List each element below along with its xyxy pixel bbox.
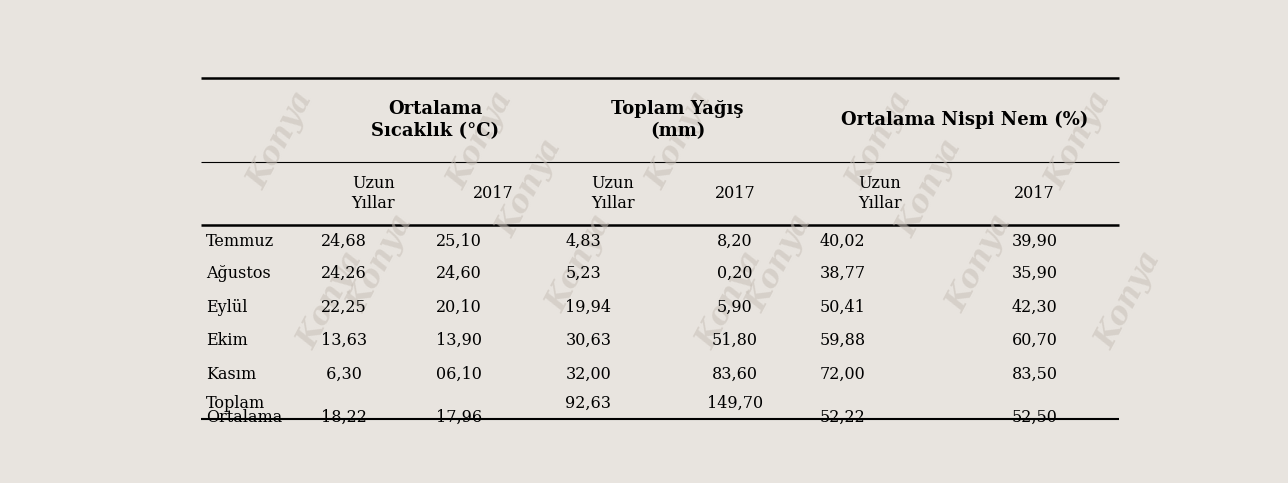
Text: 149,70: 149,70 (707, 395, 762, 412)
Text: 8,20: 8,20 (717, 233, 752, 250)
Text: 24,26: 24,26 (321, 265, 367, 282)
Text: Konya: Konya (692, 246, 769, 354)
Text: Konya: Konya (442, 86, 519, 194)
Text: Konya: Konya (542, 209, 618, 316)
Text: 5,23: 5,23 (565, 265, 601, 282)
Text: Konya: Konya (343, 209, 419, 316)
Text: 92,63: 92,63 (565, 395, 612, 412)
Text: Konya: Konya (1041, 86, 1118, 194)
Text: 38,77: 38,77 (819, 265, 866, 282)
Text: 60,70: 60,70 (1011, 332, 1057, 349)
Text: 51,80: 51,80 (712, 332, 757, 349)
Text: Ortalama
Sıcaklık (°C): Ortalama Sıcaklık (°C) (371, 100, 500, 141)
Text: 24,60: 24,60 (435, 265, 482, 282)
Text: 17,96: 17,96 (435, 409, 482, 426)
Text: Konya: Konya (492, 134, 569, 242)
Text: 2017: 2017 (715, 185, 755, 202)
Text: Ortalama: Ortalama (206, 409, 282, 426)
Text: Ortalama Nispi Nem (%): Ortalama Nispi Nem (%) (841, 111, 1088, 129)
Text: 32,00: 32,00 (565, 366, 611, 383)
Text: 83,60: 83,60 (712, 366, 757, 383)
Text: 30,63: 30,63 (565, 332, 612, 349)
Text: 52,22: 52,22 (819, 409, 866, 426)
Text: Konya: Konya (1091, 246, 1168, 354)
Text: 25,10: 25,10 (435, 233, 482, 250)
Text: Ekim: Ekim (206, 332, 247, 349)
Text: Ağustos: Ağustos (206, 265, 270, 282)
Text: 13,63: 13,63 (321, 332, 367, 349)
Text: Konya: Konya (742, 209, 818, 316)
Text: 59,88: 59,88 (819, 332, 866, 349)
Text: 39,90: 39,90 (1011, 233, 1057, 250)
Text: 6,30: 6,30 (321, 366, 362, 383)
Text: Uzun
Yıllar: Uzun Yıllar (352, 175, 395, 212)
Text: 4,83: 4,83 (565, 233, 601, 250)
Text: 42,30: 42,30 (1011, 298, 1057, 315)
Text: 5,90: 5,90 (717, 298, 753, 315)
Text: Toplam: Toplam (206, 395, 265, 412)
Text: 83,50: 83,50 (1011, 366, 1057, 383)
Text: 2017: 2017 (473, 185, 514, 202)
Text: 0,20: 0,20 (717, 265, 752, 282)
Text: Konya: Konya (891, 134, 969, 242)
Text: Toplam Yağış
(mm): Toplam Yağış (mm) (612, 100, 743, 141)
Text: Uzun
Yıllar: Uzun Yıllar (591, 175, 635, 212)
Text: Konya: Konya (641, 86, 719, 194)
Text: 2017: 2017 (1014, 185, 1055, 202)
Text: 22,25: 22,25 (321, 298, 367, 315)
Text: 24,68: 24,68 (321, 233, 367, 250)
Text: Konya: Konya (292, 246, 370, 354)
Text: 19,94: 19,94 (565, 298, 612, 315)
Text: 72,00: 72,00 (819, 366, 866, 383)
Text: Eylül: Eylül (206, 298, 247, 315)
Text: 52,50: 52,50 (1011, 409, 1057, 426)
Text: 06,10: 06,10 (435, 366, 482, 383)
Text: Konya: Konya (841, 86, 918, 194)
Text: 50,41: 50,41 (819, 298, 866, 315)
Text: Temmuz: Temmuz (206, 233, 274, 250)
Text: Konya: Konya (942, 209, 1018, 316)
Text: 35,90: 35,90 (1011, 265, 1057, 282)
Text: Kasım: Kasım (206, 366, 256, 383)
Text: 18,22: 18,22 (321, 409, 367, 426)
Text: 40,02: 40,02 (819, 233, 866, 250)
Text: Uzun
Yıllar: Uzun Yıllar (858, 175, 902, 212)
Text: 20,10: 20,10 (435, 298, 482, 315)
Text: Konya: Konya (242, 86, 319, 194)
Text: 13,90: 13,90 (435, 332, 482, 349)
